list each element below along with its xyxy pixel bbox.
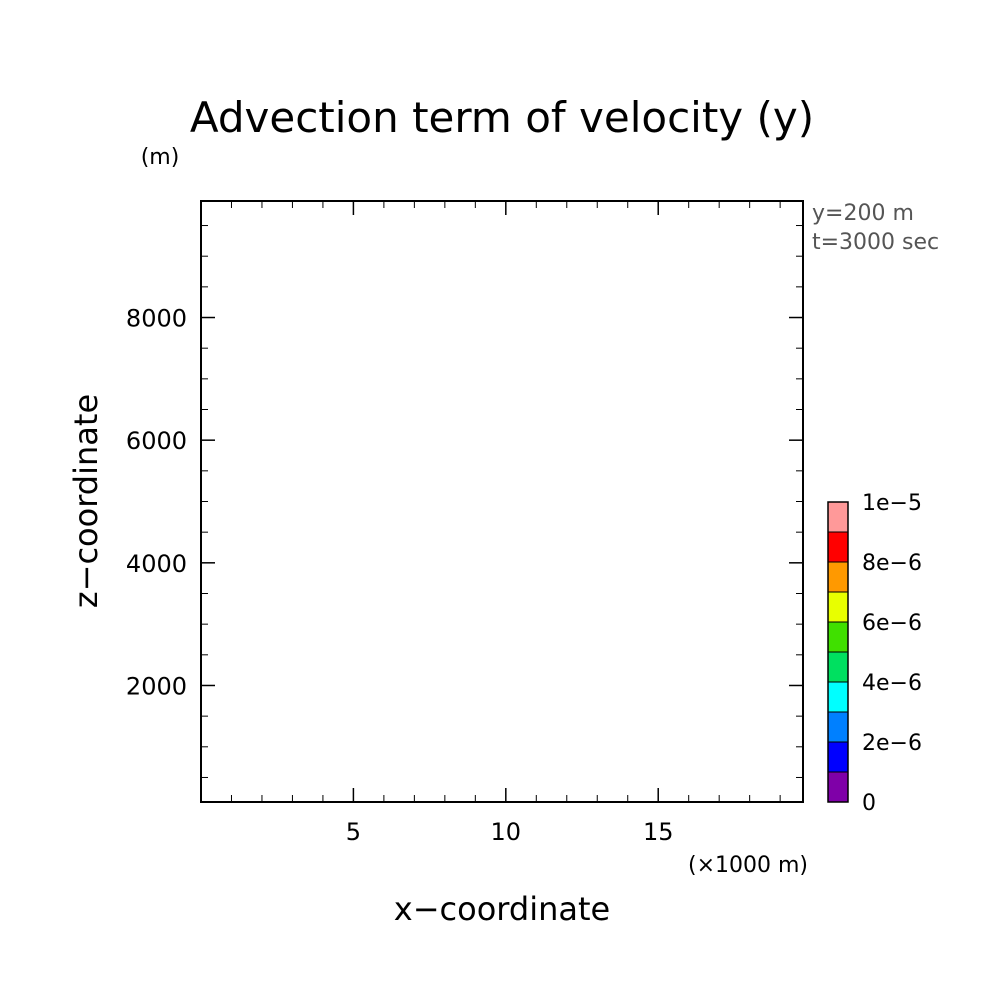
colorbar-label: 1e−5 xyxy=(862,491,922,516)
y-tick-label: 8000 xyxy=(126,305,187,333)
x-unit-label: (×1000 m) xyxy=(688,853,808,878)
plot-area: 5 10 15 2000 4000 6000 8000 xyxy=(126,200,804,846)
colorbar-label: 8e−6 xyxy=(862,551,922,576)
colorbar-swatch xyxy=(827,501,849,533)
x-tick-label: 15 xyxy=(643,818,674,846)
colorbar-swatch xyxy=(827,711,849,743)
colorbar-swatch xyxy=(827,651,849,683)
colorbar-swatch xyxy=(827,561,849,593)
colorbar-swatch xyxy=(827,741,849,773)
colorbar-label: 0 xyxy=(862,791,876,816)
y-tick-label: 2000 xyxy=(126,672,187,700)
x-tick-label: 5 xyxy=(346,818,361,846)
y-axis-label: z−coordinate xyxy=(67,394,105,608)
y-tick-label: 4000 xyxy=(126,550,187,578)
annotation-y: y=200 m xyxy=(812,201,914,226)
colorbar-swatch xyxy=(827,771,849,803)
y-tick-label: 6000 xyxy=(126,427,187,455)
x-axis-label: x−coordinate xyxy=(394,890,610,928)
colorbar-label: 2e−6 xyxy=(862,731,922,756)
y-unit-label: (m) xyxy=(141,145,180,170)
colorbar-label: 4e−6 xyxy=(862,671,922,696)
x-tick-label: 10 xyxy=(491,818,522,846)
colorbar-label: 6e−6 xyxy=(862,611,922,636)
colorbar: 0 2e−6 4e−6 6e−6 8e−6 1e−5 xyxy=(827,491,922,816)
colorbar-frame xyxy=(827,501,849,803)
colorbar-swatch xyxy=(827,531,849,563)
annotation-t: t=3000 sec xyxy=(812,230,939,255)
colorbar-swatch xyxy=(827,681,849,713)
colorbar-swatch xyxy=(827,621,849,653)
plot-frame xyxy=(200,200,804,803)
chart-title: Advection term of velocity (y) xyxy=(190,93,814,142)
colorbar-swatch xyxy=(827,591,849,623)
